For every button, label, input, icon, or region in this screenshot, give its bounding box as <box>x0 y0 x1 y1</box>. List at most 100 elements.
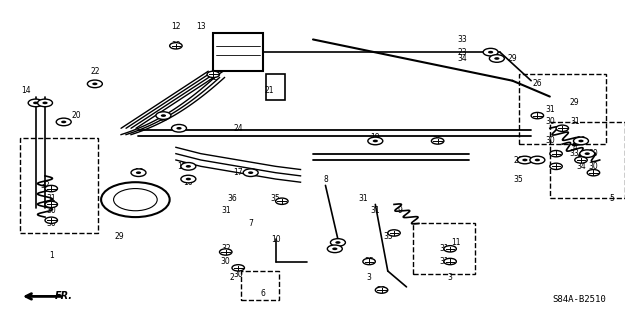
Text: 17: 17 <box>233 168 243 177</box>
Circle shape <box>578 140 583 142</box>
Text: 10: 10 <box>271 235 280 244</box>
Circle shape <box>530 156 545 164</box>
Text: 30: 30 <box>588 162 598 171</box>
Text: 31: 31 <box>221 206 230 215</box>
Circle shape <box>156 112 171 119</box>
Text: 32: 32 <box>171 41 181 50</box>
Text: 31: 31 <box>570 117 580 126</box>
Circle shape <box>495 57 500 60</box>
Text: 35: 35 <box>270 194 280 203</box>
Circle shape <box>522 159 528 161</box>
Text: 29: 29 <box>115 232 125 241</box>
Circle shape <box>161 114 166 117</box>
Text: 32: 32 <box>40 181 50 190</box>
Circle shape <box>28 99 43 107</box>
Circle shape <box>248 171 254 174</box>
Text: 3: 3 <box>448 273 453 282</box>
Circle shape <box>170 43 182 49</box>
Circle shape <box>488 51 493 53</box>
Circle shape <box>131 169 146 177</box>
Circle shape <box>550 163 562 170</box>
Text: 34: 34 <box>576 162 586 171</box>
Text: 33: 33 <box>458 35 468 44</box>
Circle shape <box>181 175 196 183</box>
Circle shape <box>483 48 498 56</box>
Bar <box>550 122 625 198</box>
Text: 30: 30 <box>545 136 555 146</box>
Text: 1: 1 <box>49 251 54 260</box>
Circle shape <box>575 157 587 163</box>
Text: 30: 30 <box>221 257 230 266</box>
Text: 35: 35 <box>364 257 374 266</box>
Circle shape <box>61 121 66 123</box>
Circle shape <box>45 217 58 223</box>
Circle shape <box>490 55 505 62</box>
Circle shape <box>136 171 141 174</box>
Circle shape <box>556 125 568 132</box>
Text: 9: 9 <box>398 206 403 215</box>
Text: 31: 31 <box>46 194 56 203</box>
Circle shape <box>88 80 102 88</box>
Text: 26: 26 <box>533 79 542 88</box>
Circle shape <box>573 137 588 145</box>
Text: 20: 20 <box>71 111 81 120</box>
Text: 21: 21 <box>265 86 274 95</box>
Text: 24: 24 <box>233 124 243 133</box>
Text: 35: 35 <box>383 232 393 241</box>
Text: 29: 29 <box>508 54 517 63</box>
Text: 36: 36 <box>227 194 237 203</box>
Text: 31: 31 <box>371 206 380 215</box>
Text: 31: 31 <box>439 257 449 266</box>
Text: 30: 30 <box>545 117 555 126</box>
Text: 30: 30 <box>588 149 598 158</box>
Text: 29: 29 <box>570 99 580 108</box>
Text: 28: 28 <box>377 285 386 295</box>
Text: 34: 34 <box>458 54 468 63</box>
Circle shape <box>444 246 456 252</box>
Text: 5: 5 <box>610 194 615 203</box>
Circle shape <box>220 249 232 255</box>
Text: 16: 16 <box>183 178 193 187</box>
Text: 8: 8 <box>323 174 328 184</box>
Text: 2: 2 <box>230 273 234 282</box>
Circle shape <box>172 124 187 132</box>
Text: 35: 35 <box>514 174 523 184</box>
Text: 22: 22 <box>90 67 100 76</box>
Text: 4: 4 <box>572 143 577 152</box>
Text: 26: 26 <box>514 156 523 164</box>
Circle shape <box>332 247 337 250</box>
Text: S84A-B2510: S84A-B2510 <box>552 295 606 304</box>
Text: 30: 30 <box>46 219 56 228</box>
Text: 19: 19 <box>371 133 380 142</box>
Circle shape <box>92 83 98 85</box>
Text: 31: 31 <box>545 105 555 114</box>
Circle shape <box>531 112 543 119</box>
Circle shape <box>431 138 444 144</box>
Text: 6: 6 <box>260 289 265 298</box>
Bar <box>242 271 279 300</box>
Circle shape <box>336 241 341 244</box>
Circle shape <box>376 287 387 293</box>
Bar <box>213 33 263 71</box>
Text: 18: 18 <box>134 168 143 177</box>
Circle shape <box>585 152 590 155</box>
Bar <box>266 74 285 100</box>
Circle shape <box>207 71 220 77</box>
Circle shape <box>368 137 383 145</box>
Circle shape <box>181 163 196 170</box>
Text: 13: 13 <box>196 22 205 31</box>
Circle shape <box>587 170 600 176</box>
Bar <box>519 74 606 144</box>
Text: 3: 3 <box>367 273 371 282</box>
Circle shape <box>177 127 182 130</box>
Text: 31: 31 <box>439 244 449 253</box>
Text: 32: 32 <box>208 73 218 82</box>
Circle shape <box>33 101 38 104</box>
Circle shape <box>275 198 288 204</box>
Circle shape <box>550 150 562 157</box>
Text: 35: 35 <box>433 136 443 146</box>
Circle shape <box>535 159 540 161</box>
Circle shape <box>56 118 71 126</box>
Circle shape <box>327 245 342 252</box>
Text: 23: 23 <box>458 48 468 57</box>
